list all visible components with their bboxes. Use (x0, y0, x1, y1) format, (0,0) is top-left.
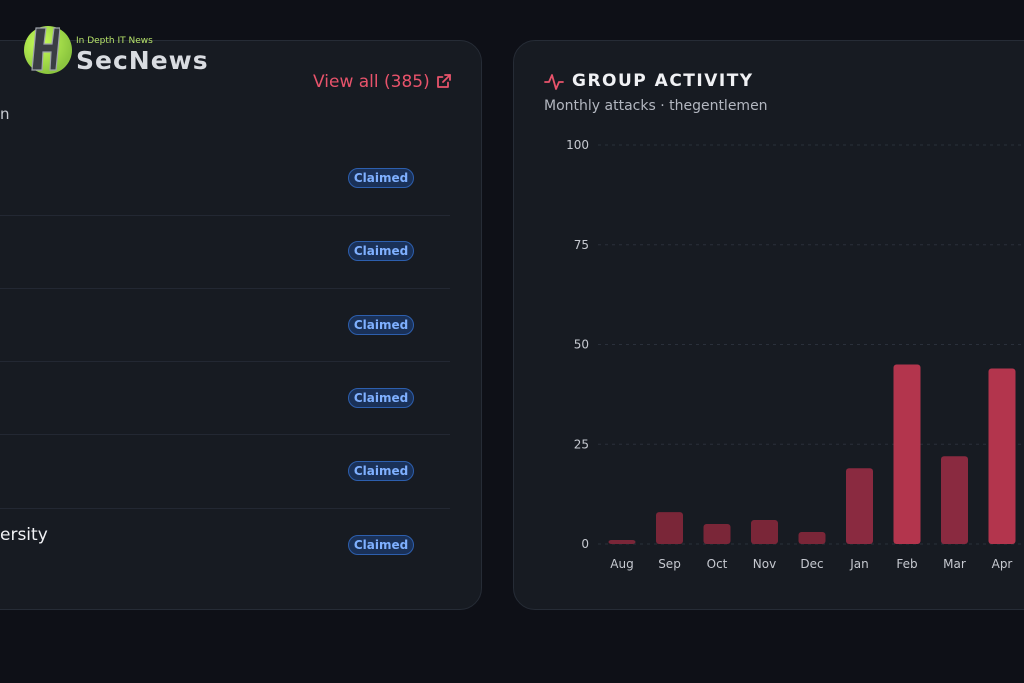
monthly-attacks-chart: 0 25 50 75 100 Aug Sep Oct Nov Dec Jan Feb Mar Apr (566, 138, 1024, 571)
bar-nov[interactable] (751, 520, 778, 544)
y-tick-label: 25 (574, 437, 589, 451)
bar-oct[interactable] (703, 524, 731, 544)
x-tick-label: Apr (992, 557, 1013, 571)
bar-apr[interactable] (988, 368, 1016, 544)
x-tick-label: Mar (943, 557, 966, 571)
view-all-link[interactable]: View all (385) (313, 72, 430, 92)
external-link-icon[interactable] (435, 73, 452, 90)
status-badge: Claimed (348, 315, 414, 335)
status-badge: Claimed (348, 388, 414, 408)
table-row[interactable]: Claimed (0, 361, 450, 435)
group-activity-title: GROUP ACTIVITY (572, 71, 754, 91)
x-tick-label: Aug (610, 557, 633, 571)
bar-jan[interactable] (846, 468, 873, 544)
bar-aug[interactable] (608, 540, 636, 544)
table-row[interactable]: Claimed (0, 142, 450, 216)
status-badge: Claimed (348, 168, 414, 188)
table-row[interactable]: Claimed (0, 215, 450, 289)
secnews-logo: In Depth IT News SecNews (24, 24, 224, 78)
x-tick-label: Jan (849, 557, 869, 571)
logo-tagline: In Depth IT News (76, 36, 153, 46)
y-tick-label: 50 (574, 338, 589, 352)
y-tick-label: 100 (566, 138, 589, 152)
y-tick-label: 0 (581, 537, 589, 551)
panel-subtitle: n (0, 105, 10, 123)
group-activity-subtitle: Monthly attacks · thegentlemen (544, 98, 768, 114)
victim-name: ersity (0, 525, 48, 545)
group-activity-panel (513, 40, 1024, 610)
x-tick-label: Oct (707, 557, 728, 571)
bar-sep[interactable] (656, 512, 683, 544)
table-row[interactable]: Claimed (0, 288, 450, 362)
bar-feb[interactable] (893, 364, 921, 544)
bar-dec[interactable] (798, 532, 826, 544)
x-tick-label: Dec (800, 557, 823, 571)
y-tick-label: 75 (574, 238, 589, 252)
table-row[interactable]: Claimed (0, 435, 450, 509)
table-row[interactable]: ersity Claimed (0, 508, 450, 581)
status-badge: Claimed (348, 461, 414, 481)
bar-mar[interactable] (941, 456, 968, 544)
x-tick-label: Nov (753, 557, 776, 571)
x-tick-label: Feb (896, 557, 917, 571)
x-tick-label: Sep (658, 557, 681, 571)
status-badge: Claimed (348, 241, 414, 261)
logo-name: SecNews (76, 46, 209, 75)
logo-h-icon (31, 27, 60, 71)
activity-pulse-icon (544, 74, 564, 90)
status-badge: Claimed (348, 535, 414, 555)
